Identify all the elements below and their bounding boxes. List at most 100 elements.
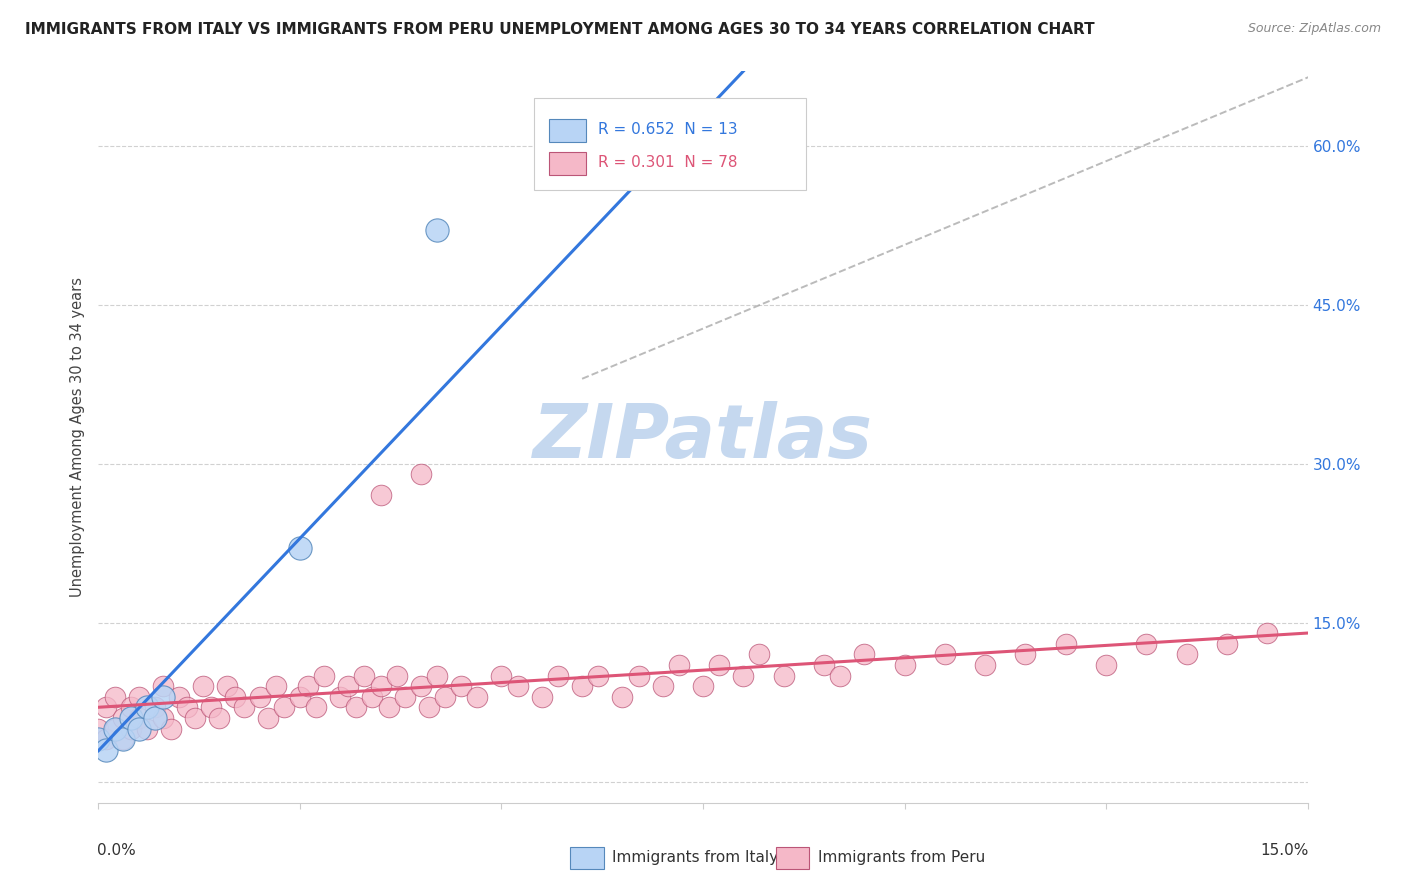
- Point: [465, 690, 488, 704]
- Point: [409, 679, 432, 693]
- Point: [96, 743, 118, 757]
- Point: [232, 700, 254, 714]
- Point: [394, 690, 416, 704]
- Point: [1216, 637, 1239, 651]
- Text: Immigrants from Italy: Immigrants from Italy: [613, 850, 779, 865]
- Point: [1175, 648, 1198, 662]
- Point: [716, 160, 738, 174]
- Point: [426, 668, 449, 682]
- Point: [426, 223, 449, 237]
- Point: [434, 690, 457, 704]
- Point: [506, 679, 529, 693]
- Point: [361, 690, 384, 704]
- Point: [305, 700, 328, 714]
- Bar: [550, 119, 586, 143]
- Point: [120, 722, 142, 736]
- Point: [409, 467, 432, 482]
- Point: [135, 700, 157, 714]
- Point: [152, 711, 174, 725]
- Point: [120, 711, 142, 725]
- Point: [256, 711, 278, 725]
- Point: [853, 648, 876, 662]
- Point: [813, 658, 835, 673]
- Point: [193, 679, 215, 693]
- Point: [111, 711, 134, 725]
- Point: [128, 690, 150, 704]
- Point: [152, 690, 174, 704]
- Point: [450, 679, 472, 693]
- Point: [217, 679, 239, 693]
- Point: [1014, 648, 1036, 662]
- Point: [1135, 637, 1157, 651]
- Point: [200, 700, 222, 714]
- Point: [176, 700, 198, 714]
- Bar: [776, 847, 810, 869]
- Point: [160, 722, 183, 736]
- Point: [96, 700, 118, 714]
- Point: [627, 668, 650, 682]
- Point: [370, 679, 392, 693]
- FancyBboxPatch shape: [534, 98, 806, 190]
- Point: [370, 488, 392, 502]
- Point: [828, 668, 851, 682]
- Point: [329, 690, 352, 704]
- Point: [167, 690, 190, 704]
- Point: [1256, 626, 1278, 640]
- Point: [288, 541, 311, 556]
- Point: [707, 658, 730, 673]
- Text: 15.0%: 15.0%: [1260, 843, 1309, 858]
- Bar: [550, 152, 586, 175]
- Point: [586, 668, 609, 682]
- Point: [1095, 658, 1118, 673]
- Point: [111, 732, 134, 747]
- Point: [547, 668, 569, 682]
- Text: IMMIGRANTS FROM ITALY VS IMMIGRANTS FROM PERU UNEMPLOYMENT AMONG AGES 30 TO 34 Y: IMMIGRANTS FROM ITALY VS IMMIGRANTS FROM…: [25, 22, 1095, 37]
- Point: [385, 668, 408, 682]
- Point: [128, 722, 150, 736]
- Point: [87, 722, 110, 736]
- Point: [893, 658, 915, 673]
- Point: [491, 668, 513, 682]
- Point: [96, 732, 118, 747]
- Point: [103, 722, 125, 736]
- Point: [249, 690, 271, 704]
- Point: [264, 679, 287, 693]
- Point: [288, 690, 311, 704]
- Y-axis label: Unemployment Among Ages 30 to 34 years: Unemployment Among Ages 30 to 34 years: [70, 277, 86, 597]
- Point: [772, 668, 794, 682]
- Point: [571, 679, 593, 693]
- Text: 0.0%: 0.0%: [97, 843, 136, 858]
- Point: [111, 732, 134, 747]
- Point: [353, 668, 375, 682]
- Point: [135, 722, 157, 736]
- Point: [974, 658, 997, 673]
- Point: [103, 690, 125, 704]
- Point: [1054, 637, 1077, 651]
- Point: [120, 700, 142, 714]
- Point: [143, 700, 166, 714]
- Point: [344, 700, 367, 714]
- Point: [530, 690, 553, 704]
- Point: [208, 711, 231, 725]
- Point: [337, 679, 360, 693]
- Point: [152, 679, 174, 693]
- Point: [224, 690, 246, 704]
- Point: [418, 700, 440, 714]
- Point: [377, 700, 399, 714]
- Bar: [569, 847, 603, 869]
- Point: [87, 732, 110, 747]
- Point: [297, 679, 319, 693]
- Point: [128, 711, 150, 725]
- Point: [748, 648, 770, 662]
- Point: [651, 679, 673, 693]
- Text: R = 0.301  N = 78: R = 0.301 N = 78: [598, 154, 737, 169]
- Text: Source: ZipAtlas.com: Source: ZipAtlas.com: [1247, 22, 1381, 36]
- Point: [612, 690, 634, 704]
- Point: [143, 711, 166, 725]
- Point: [668, 658, 690, 673]
- Text: ZIPatlas: ZIPatlas: [533, 401, 873, 474]
- Text: Immigrants from Peru: Immigrants from Peru: [818, 850, 986, 865]
- Text: R = 0.652  N = 13: R = 0.652 N = 13: [598, 121, 737, 136]
- Point: [273, 700, 295, 714]
- Point: [733, 668, 755, 682]
